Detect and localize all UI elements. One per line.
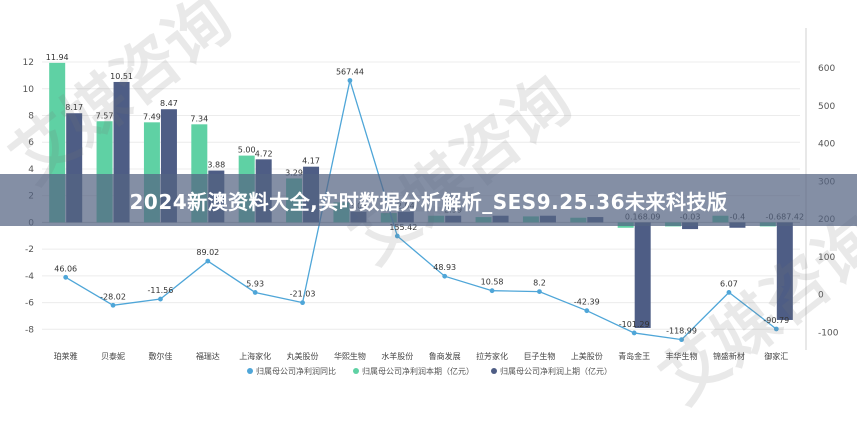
line-point bbox=[631, 330, 637, 336]
headline-banner: 2024新澳资料大全,实时数据分析解析_SES9.25.36未来科技版 bbox=[0, 174, 857, 226]
line-point bbox=[679, 337, 684, 343]
category-tick-label: 上美股份 bbox=[571, 351, 603, 361]
right-axis-tick-label: -100 bbox=[818, 328, 839, 338]
line-point bbox=[489, 288, 495, 294]
bar-previous bbox=[776, 222, 793, 320]
bar-data-label: 8.17 bbox=[65, 103, 83, 112]
left-axis-tick-label: -8 bbox=[25, 325, 34, 335]
category-tick-label: 珀莱雅 bbox=[54, 351, 78, 361]
line-data-label: -11.56 bbox=[148, 286, 174, 295]
right-axis-tick-label: 600 bbox=[818, 64, 835, 74]
line-point bbox=[394, 233, 400, 239]
line-point bbox=[537, 289, 542, 295]
line-point bbox=[773, 326, 779, 332]
line-point bbox=[726, 290, 732, 295]
bar-data-label: 8.47 bbox=[160, 99, 178, 108]
category-tick-label: 贝泰妮 bbox=[101, 351, 125, 361]
left-axis-tick-label: 8 bbox=[28, 112, 34, 122]
line-path bbox=[65, 77, 777, 341]
category-tick-label: 鲁商发展 bbox=[429, 351, 461, 361]
category-labels: 珀莱雅 贝泰妮 敷尔佳 福瑞达 上海家化 丸美股份 华熙生物 水羊股份 鲁商发展 拉芳家化 巨子生物… bbox=[54, 351, 789, 361]
line-point bbox=[205, 258, 211, 264]
line-point bbox=[158, 296, 163, 302]
line-data-label: 5.93 bbox=[246, 279, 264, 288]
line-data-label: -90.79 bbox=[763, 316, 789, 325]
right-axis-tick-label: 0 bbox=[818, 291, 824, 301]
left-axis-tick-label: -2 bbox=[25, 245, 34, 255]
legend-label: 归属母公司净利润本期（亿元） bbox=[362, 366, 474, 376]
line-point bbox=[347, 78, 353, 83]
category-tick-label: 丰华生物 bbox=[666, 351, 698, 361]
right-axis-tick-label: 500 bbox=[818, 102, 835, 112]
left-axis-tick-label: 10 bbox=[23, 85, 35, 95]
left-axis-tick-label: 6 bbox=[28, 138, 34, 148]
line-data-label: 46.06 bbox=[54, 264, 77, 273]
right-axis-tick-label: 400 bbox=[818, 140, 835, 150]
line-point bbox=[63, 274, 69, 280]
bar-data-label: 4.17 bbox=[302, 157, 320, 166]
line-data-label: 8.2 bbox=[533, 279, 546, 288]
line-point bbox=[110, 302, 116, 308]
legend-label: 归属母公司净利润同比 bbox=[256, 366, 336, 376]
category-tick-label: 锦盛新材 bbox=[713, 351, 745, 361]
category-tick-label: 水羊股份 bbox=[381, 351, 413, 361]
category-tick-label: 青岛金王 bbox=[618, 351, 650, 361]
bar-data-label: 7.57 bbox=[96, 111, 114, 120]
left-axis-tick-label: 12 bbox=[23, 58, 34, 68]
category-tick-label: 华熙生物 bbox=[334, 351, 366, 361]
line-data-label: 89.02 bbox=[196, 248, 219, 257]
bar-data-label: 11.94 bbox=[46, 53, 69, 62]
line-point bbox=[300, 300, 305, 306]
line-data-label: 6.07 bbox=[720, 279, 738, 288]
line-data-label: -21.03 bbox=[290, 290, 316, 299]
bar-data-label: 3.29 bbox=[285, 168, 303, 177]
line-data-label: -118.99 bbox=[666, 327, 697, 336]
left-axis-tick-label: -6 bbox=[25, 299, 34, 309]
right-axis-tick-label: 100 bbox=[818, 253, 835, 263]
line-data-label: -28.02 bbox=[100, 292, 126, 301]
line-data-label: 48.93 bbox=[433, 263, 456, 272]
line-data-label: 10.58 bbox=[481, 278, 504, 287]
category-tick-label: 敷尔佳 bbox=[148, 351, 172, 361]
line-point bbox=[584, 308, 590, 314]
line-point bbox=[252, 290, 258, 295]
bar-data-label: 3.88 bbox=[207, 161, 225, 170]
line-data-label: -42.39 bbox=[574, 298, 600, 307]
category-tick-label: 拉芳家化 bbox=[476, 351, 508, 361]
left-axis-tick-label: 4 bbox=[28, 165, 34, 175]
legend-marker bbox=[491, 368, 497, 374]
legend-label: 归属母公司净利润上期（亿元） bbox=[500, 366, 612, 376]
legend-marker bbox=[247, 368, 253, 374]
category-tick-label: 福瑞达 bbox=[196, 351, 220, 361]
line-series bbox=[63, 77, 779, 343]
legend-marker bbox=[353, 368, 359, 374]
category-tick-label: 上海家化 bbox=[239, 351, 271, 361]
bar-data-label: 7.34 bbox=[190, 114, 208, 123]
bar-previous bbox=[634, 222, 651, 328]
category-tick-label: 巨子生物 bbox=[523, 351, 555, 361]
line-data-label: -101.29 bbox=[619, 320, 650, 329]
line-data-label: 155.42 bbox=[389, 223, 417, 232]
line-data-label: 567.44 bbox=[336, 67, 364, 76]
legend: 归属母公司净利润同比 归属母公司净利润本期（亿元） 归属母公司净利润上期（亿元） bbox=[247, 366, 612, 376]
line-point bbox=[442, 273, 448, 279]
category-tick-label: 丸美股份 bbox=[287, 351, 319, 361]
bar-data-label: 4.72 bbox=[255, 149, 273, 158]
bar-data-label: 5.00 bbox=[238, 146, 256, 155]
bar-data-label: 10.51 bbox=[110, 72, 133, 81]
left-axis-tick-label: -4 bbox=[25, 272, 34, 282]
headline-text: 2024新澳资料大全,实时数据分析解析_SES9.25.36未来科技版 bbox=[129, 189, 728, 214]
category-tick-label: 御家汇 bbox=[764, 351, 788, 361]
bar-data-label: 7.49 bbox=[143, 112, 161, 121]
